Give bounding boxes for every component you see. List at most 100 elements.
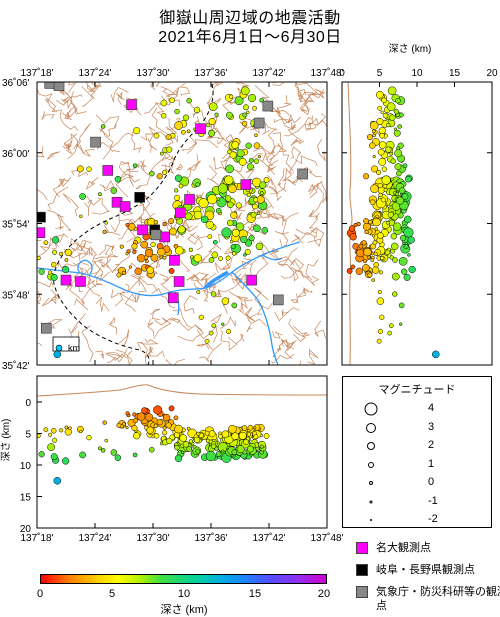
hypocenter-mark bbox=[133, 127, 141, 135]
prefecture-boundary bbox=[53, 83, 214, 365]
hypocenter-mark bbox=[181, 129, 186, 135]
hypocenter-mark bbox=[381, 166, 388, 172]
hypocenter-mark bbox=[242, 112, 248, 118]
hypocenter-mark bbox=[375, 90, 384, 99]
hypocenter-mark bbox=[376, 117, 384, 125]
hypocenter-mark bbox=[371, 129, 376, 134]
hypocenter-mark bbox=[253, 224, 261, 233]
hypocenter-mark bbox=[377, 232, 384, 239]
hypocenter-mark bbox=[110, 187, 118, 194]
hypocenter-mark bbox=[174, 108, 180, 115]
station-mark bbox=[297, 168, 308, 180]
station-legend-label: 岐阜・長野県観測点 bbox=[376, 564, 475, 576]
hypocenter-mark bbox=[205, 220, 214, 229]
hypocenter-mark bbox=[373, 251, 378, 256]
ew-section-hypocenters bbox=[37, 405, 270, 485]
hypocenter-mark bbox=[263, 177, 270, 183]
hypocenter-mark bbox=[350, 264, 356, 270]
magnitude-legend: マグニチュード 4 3 2 1 0 -1 -2 bbox=[342, 376, 492, 528]
hypocenter-mark bbox=[236, 445, 245, 454]
map-top-lon-label: 137˚48' bbox=[310, 67, 343, 79]
hypocenter-mark bbox=[231, 302, 238, 309]
hypocenter-mark bbox=[168, 405, 175, 412]
map-lat-label: 36˚00' bbox=[2, 148, 30, 160]
colorbar-tick: 0 bbox=[36, 588, 44, 600]
hypocenter-mark bbox=[227, 201, 234, 209]
hypocenter-mark bbox=[408, 265, 416, 274]
hypocenter-mark bbox=[86, 434, 92, 441]
hypocenter-mark bbox=[132, 249, 137, 254]
station-mark bbox=[37, 211, 46, 223]
hypocenter-mark bbox=[37, 255, 41, 261]
hypocenter-mark bbox=[159, 151, 164, 156]
hypocenter-mark bbox=[146, 426, 154, 434]
bottom-lon-label: 137˚36' bbox=[194, 532, 227, 544]
hypocenter-mark bbox=[193, 210, 203, 220]
hypocenter-mark bbox=[372, 240, 378, 246]
hypocenter-mark bbox=[399, 322, 403, 326]
hypocenter-mark bbox=[369, 121, 379, 130]
hypocenter-mark bbox=[243, 104, 249, 111]
hypocenter-mark bbox=[168, 218, 175, 225]
station-mark bbox=[262, 100, 274, 112]
hypocenter-mark bbox=[396, 170, 402, 177]
hypocenter-mark bbox=[198, 198, 209, 209]
hypocenter-mark bbox=[254, 133, 258, 138]
ns-depth-tick: 10 bbox=[411, 68, 423, 79]
hypocenter-mark bbox=[225, 111, 233, 119]
river-lines bbox=[37, 241, 301, 365]
hypocenter-mark bbox=[141, 407, 148, 414]
hypocenter-mark bbox=[169, 97, 176, 104]
hypocenter-mark bbox=[231, 449, 238, 455]
hypocenter-mark bbox=[388, 323, 394, 329]
hypocenter-mark bbox=[160, 112, 167, 119]
hypocenter-mark bbox=[214, 112, 219, 117]
hypocenter-mark bbox=[392, 257, 398, 263]
magnitude-label: 3 bbox=[428, 420, 435, 433]
hypocenter-mark bbox=[166, 437, 173, 445]
hypocenter-mark bbox=[228, 424, 237, 434]
hypocenter-mark bbox=[215, 207, 222, 214]
hypocenter-mark bbox=[431, 350, 440, 359]
hypocenter-mark bbox=[64, 258, 69, 262]
hypocenter-mark bbox=[380, 197, 386, 203]
hypocenter-mark bbox=[165, 422, 172, 429]
hypocenter-mark bbox=[355, 267, 363, 275]
hypocenter-mark bbox=[363, 218, 370, 225]
hypocenter-mark bbox=[208, 330, 214, 336]
station-mark bbox=[137, 224, 148, 236]
ns-depth-tick: 15 bbox=[449, 68, 461, 79]
hypocenter-mark bbox=[195, 448, 201, 454]
map-lat-label: 35˚42' bbox=[2, 360, 30, 372]
hypocenter-mark bbox=[145, 249, 154, 258]
hypocenter-mark bbox=[79, 214, 83, 219]
hypocenter-mark bbox=[64, 425, 69, 430]
hypocenter-mark bbox=[221, 322, 225, 326]
magnitude-label: 2 bbox=[428, 439, 435, 451]
hypocenter-mark bbox=[168, 268, 175, 274]
hypocenter-mark bbox=[144, 259, 149, 264]
hypocenter-mark bbox=[62, 265, 70, 274]
hypocenter-mark bbox=[246, 432, 252, 437]
hypocenter-mark bbox=[255, 242, 264, 251]
hypocenter-mark bbox=[48, 432, 53, 437]
hypocenter-mark bbox=[174, 174, 183, 182]
hypocenter-mark bbox=[253, 426, 257, 430]
hypocenter-mark bbox=[369, 142, 376, 149]
hypocenter-mark bbox=[149, 446, 155, 453]
circle-icon bbox=[364, 402, 378, 416]
colorbar-tick: 5 bbox=[108, 588, 116, 600]
hypocenter-mark bbox=[121, 270, 126, 275]
map-top-lon-label: 137˚42' bbox=[252, 67, 285, 79]
hypocenter-mark bbox=[162, 221, 167, 227]
hypocenter-mark bbox=[253, 142, 261, 149]
hypocenter-mark bbox=[230, 244, 236, 250]
bottom-lon-label: 137˚24' bbox=[78, 532, 111, 544]
ns-depth-axis-label: 深さ (km) bbox=[389, 43, 432, 55]
station-mark bbox=[168, 292, 179, 304]
hypocenter-mark bbox=[375, 169, 382, 175]
hypocenter-mark bbox=[377, 182, 383, 189]
hypocenter-mark bbox=[100, 124, 106, 129]
hypocenter-mark bbox=[231, 251, 237, 256]
hypocenter-mark bbox=[50, 273, 58, 281]
